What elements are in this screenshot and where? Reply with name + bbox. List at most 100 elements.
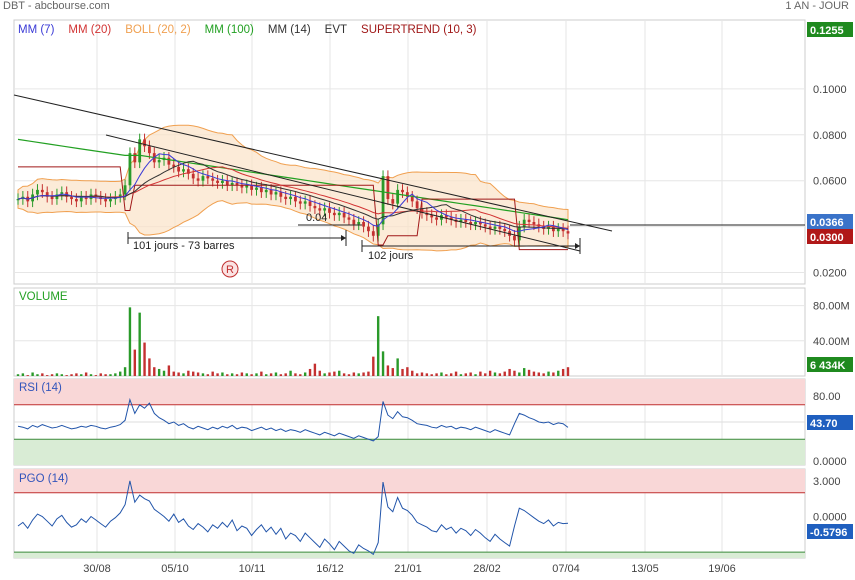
mm7-line — [17, 153, 569, 232]
volume-bar — [46, 375, 49, 376]
rsi-tick-label: 80.00 — [813, 391, 841, 403]
volume-bar — [454, 371, 458, 376]
candle-body — [128, 153, 132, 186]
price-top-badge-bg — [807, 22, 853, 37]
volume-bar — [192, 371, 195, 376]
volume-bar — [459, 374, 463, 376]
candle-body — [381, 176, 385, 225]
mm20-line — [17, 166, 569, 229]
pgo-lower-zone — [14, 552, 805, 558]
candle-body — [420, 208, 424, 213]
volume-bar — [342, 373, 346, 376]
candle-body — [123, 185, 127, 195]
volume-bar — [566, 367, 570, 376]
rsi-title: RSI (14) — [19, 382, 62, 394]
candle-body — [352, 219, 356, 225]
candle-body — [45, 192, 49, 197]
volume-bar — [323, 373, 326, 376]
volume-bar — [99, 373, 102, 376]
volume-bar — [449, 373, 453, 376]
candle-body — [221, 180, 224, 183]
volume-bar — [313, 363, 317, 376]
candle-body — [444, 215, 448, 218]
x-tick-label: 28/02 — [473, 563, 501, 575]
indicator-zones — [14, 379, 805, 558]
volume-bar — [303, 372, 307, 376]
volume-bar — [425, 373, 429, 376]
x-tick-label: 10/11 — [239, 563, 266, 575]
volume-bar — [269, 373, 273, 376]
candle-body — [386, 176, 390, 200]
volume-bar — [50, 374, 54, 376]
volume-bar — [260, 371, 263, 376]
volume-bar — [114, 373, 117, 376]
candle-body — [16, 199, 20, 201]
candle-body — [337, 212, 341, 216]
volume-bar — [503, 371, 506, 376]
candle-body — [483, 224, 487, 227]
volume-bar — [75, 373, 78, 376]
volume-bars — [16, 307, 570, 376]
volume-bar — [157, 368, 161, 376]
volume-bar — [542, 373, 545, 376]
volume-bar — [65, 375, 68, 376]
pgo-line — [17, 480, 569, 556]
volume-tick-label: 80.00M — [813, 301, 850, 313]
candle-body — [50, 196, 54, 200]
volume-bar — [381, 351, 385, 376]
volume-bar — [80, 374, 83, 376]
volume-bar — [547, 371, 550, 376]
legend-item: MM (20) — [68, 24, 111, 36]
dividend-marker-label: R — [226, 264, 234, 276]
candle-body — [186, 169, 190, 174]
volume-bar — [338, 370, 341, 376]
candle-body — [532, 222, 536, 225]
price-tick-label: 0.0200 — [813, 268, 847, 280]
x-tick-label: 30/08 — [83, 563, 111, 575]
candle-body — [109, 199, 112, 202]
rsi-oversold-zone — [14, 439, 805, 465]
candle-body — [469, 222, 473, 225]
volume-bar — [250, 374, 253, 376]
candle-body — [274, 192, 278, 195]
candle-body — [435, 217, 438, 220]
candle-body — [84, 196, 88, 200]
volume-bar — [26, 375, 29, 376]
indicator-legend: MM (7) MM (20) BOLL (20, 2) MM (100) MM (14)… — [18, 24, 477, 36]
volume-bar — [488, 370, 492, 376]
moving-averages — [17, 138, 569, 251]
candle-body — [430, 215, 434, 218]
candle-body — [250, 185, 254, 190]
rsi-overbought-zone — [14, 379, 805, 405]
volume-bar — [133, 349, 137, 376]
volume-bar — [162, 370, 166, 376]
dividend-marker[interactable] — [221, 260, 239, 278]
legend-item: MM (7) — [18, 24, 55, 36]
candle-body — [367, 226, 370, 232]
candle-body — [513, 235, 516, 241]
pgo-last-badge-bg — [807, 524, 853, 539]
volume-bar — [440, 372, 443, 376]
volume-bar — [128, 307, 132, 376]
mm100-line — [17, 138, 569, 221]
x-tick-label: 05/10 — [161, 563, 189, 575]
candle-body — [313, 205, 317, 209]
legend-item: SUPERTREND (10, 3) — [361, 24, 477, 36]
price-tick-label: 0.1000 — [813, 84, 847, 96]
volume-bar — [216, 373, 219, 376]
volume-bar — [84, 372, 88, 376]
span2-label: 102 jours — [368, 250, 414, 262]
candle-body — [323, 208, 327, 211]
volume-last-badge: 6 434K — [810, 360, 846, 372]
volume-bar — [109, 374, 112, 376]
candle-body — [177, 166, 181, 172]
volume-bar — [318, 370, 321, 376]
candle-body — [216, 180, 219, 183]
volume-bar — [143, 342, 146, 376]
volume-bar — [357, 373, 360, 376]
legend-item: BOLL (20, 2) — [125, 24, 191, 36]
supertrend-badge-bg — [807, 229, 853, 244]
candle-body — [118, 194, 122, 197]
trendline-upper — [13, 94, 613, 232]
volume-bar — [469, 372, 472, 376]
